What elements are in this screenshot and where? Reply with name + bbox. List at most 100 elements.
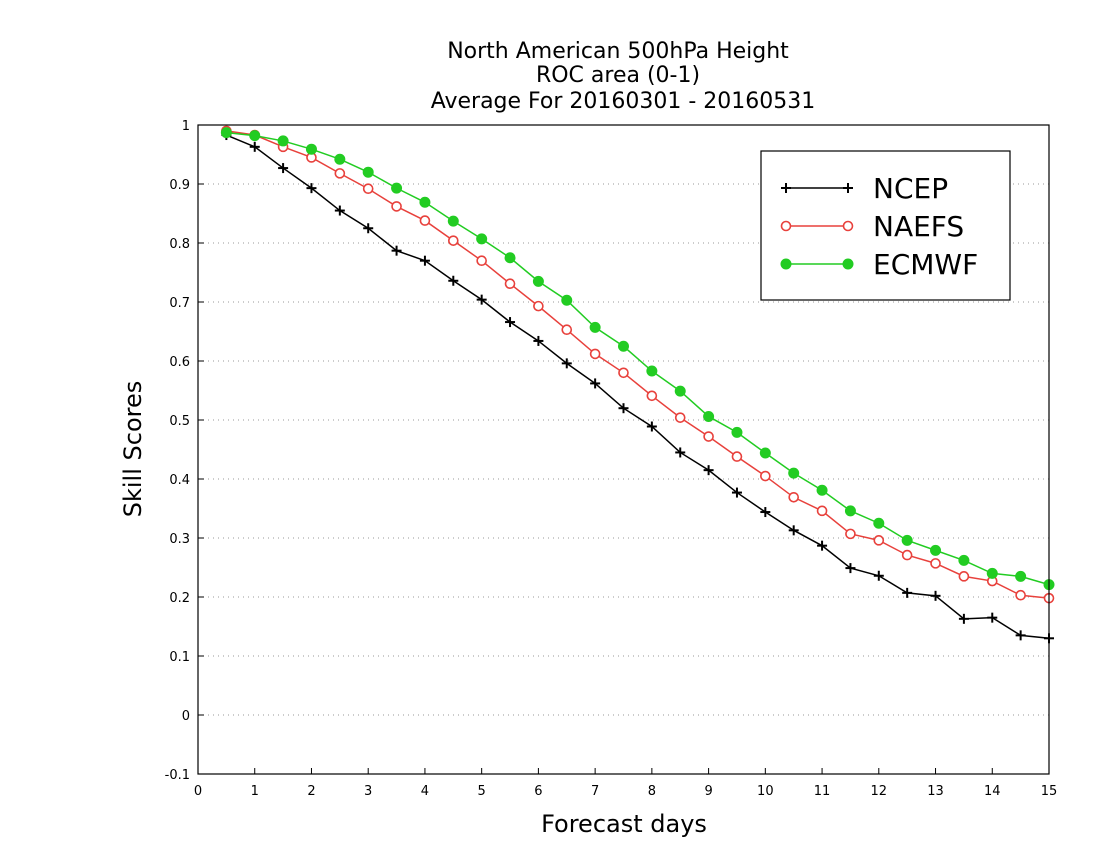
data-point-ecmwf	[759, 447, 771, 459]
data-point-naefs	[362, 183, 374, 195]
data-point-ecmwf	[844, 505, 856, 517]
data-point-ecmwf	[419, 196, 431, 208]
y-tick-label: 0.1	[169, 650, 190, 665]
x-tick-label: 5	[478, 784, 486, 799]
data-point-ncep	[675, 447, 686, 458]
data-point-naefs	[618, 367, 629, 379]
data-point-ncep	[590, 378, 601, 389]
y-tick-label: 0.9	[169, 178, 190, 193]
data-point-ecmwf	[674, 385, 686, 397]
legend-marker	[842, 258, 854, 270]
data-point-naefs	[731, 451, 743, 462]
x-tick-label: 3	[364, 784, 372, 799]
y-tick-label: 0.2	[169, 591, 190, 606]
data-point-naefs	[788, 491, 800, 503]
data-point-ecmwf	[873, 517, 885, 529]
data-point-ecmwf	[249, 130, 261, 142]
data-point-ncep	[618, 403, 629, 414]
grid-lines	[198, 183, 1049, 716]
data-point-naefs	[561, 324, 573, 336]
data-point-ecmwf	[986, 567, 998, 579]
y-tick-label: 0.8	[169, 237, 190, 252]
data-point-naefs	[873, 535, 885, 546]
data-point-naefs	[901, 549, 913, 561]
data-point-ncep	[817, 540, 828, 551]
data-point-ncep	[278, 163, 289, 174]
data-point-ncep	[703, 465, 714, 476]
data-point-ncep	[845, 563, 856, 574]
data-point-naefs	[334, 168, 346, 179]
x-tick-label: 2	[307, 784, 315, 799]
data-point-naefs	[646, 390, 658, 402]
data-point-ncep	[760, 507, 771, 518]
legend-label-ecmwf: ECMWF	[873, 248, 978, 281]
data-point-ncep	[731, 487, 742, 498]
data-point-ecmwf	[447, 215, 459, 227]
data-point-naefs	[476, 255, 487, 267]
legend-marker	[781, 183, 791, 193]
data-point-naefs	[533, 300, 544, 312]
data-point-ncep	[448, 275, 459, 286]
y-tick-label: 0	[182, 709, 190, 724]
data-point-ncep	[533, 335, 544, 346]
data-point-ncep	[561, 358, 572, 369]
data-point-ecmwf	[277, 135, 289, 147]
data-point-naefs	[504, 278, 516, 290]
data-point-ecmwf	[220, 127, 232, 139]
legend-marker	[780, 258, 792, 270]
data-point-ncep	[505, 317, 516, 328]
chart-title-line-1: North American 500hPa Height	[447, 39, 789, 64]
data-point-naefs	[930, 558, 941, 569]
data-point-ncep	[476, 294, 487, 305]
data-point-ncep	[249, 141, 260, 152]
data-point-ecmwf	[532, 275, 544, 287]
data-point-ecmwf	[589, 321, 601, 333]
data-point-naefs	[674, 412, 686, 423]
data-point-ecmwf	[305, 143, 317, 155]
data-point-naefs	[816, 505, 828, 517]
x-tick-label: 10	[757, 784, 774, 799]
data-point-ncep	[363, 223, 374, 234]
data-point-ecmwf	[334, 153, 346, 165]
y-tick-label: 0.6	[169, 355, 190, 370]
legend-item-naefs: NAEFS	[780, 210, 964, 243]
data-point-ecmwf	[391, 182, 403, 194]
x-tick-label: 12	[871, 784, 888, 799]
legend: NCEP NAEFS ECMWF	[760, 150, 1011, 301]
legend-item-ncep: NCEP	[781, 172, 948, 205]
x-tick-label: 11	[814, 784, 831, 799]
y-tick-label: 0.5	[169, 414, 190, 429]
data-point-ecmwf	[703, 410, 715, 422]
x-axis-ticks: 0 1 2 3 4 5 6 7 8 9 10 11 12 13 14 15	[194, 768, 1057, 799]
data-point-ecmwf	[731, 426, 743, 438]
data-point-naefs	[958, 571, 970, 582]
y-axis-ticks: -0.1 0 0.1 0.2 0.3 0.4 0.5 0.6 0.7 0.8 0.9 1	[165, 119, 204, 783]
data-point-naefs	[391, 201, 402, 212]
chart-title-line-2: ROC area (0-1)	[536, 63, 700, 88]
legend-marker	[843, 183, 853, 193]
data-point-ncep	[646, 421, 657, 432]
data-point-naefs	[760, 470, 771, 482]
x-tick-label: 7	[591, 784, 599, 799]
data-point-ecmwf	[362, 166, 374, 178]
data-point-ecmwf	[1015, 570, 1027, 582]
data-point-naefs	[1015, 589, 1026, 601]
x-tick-label: 8	[648, 784, 656, 799]
data-point-ncep	[334, 205, 345, 216]
data-point-ecmwf	[958, 554, 970, 566]
data-point-ncep	[987, 612, 998, 623]
y-tick-label: 0.7	[169, 296, 190, 311]
y-tick-label: 0.3	[169, 532, 190, 547]
plot-area-frame	[197, 124, 1050, 775]
data-point-naefs	[703, 431, 714, 442]
data-point-ncep	[930, 590, 941, 601]
series-ncep	[221, 130, 1054, 644]
x-tick-label: 15	[1041, 784, 1058, 799]
legend-label-naefs: NAEFS	[873, 210, 964, 243]
x-axis-label: Forecast days	[541, 810, 707, 838]
data-point-naefs	[589, 348, 601, 360]
data-point-ncep	[958, 613, 969, 624]
y-axis-label: Skill Scores	[119, 381, 147, 518]
legend-label-ncep: NCEP	[873, 172, 948, 205]
